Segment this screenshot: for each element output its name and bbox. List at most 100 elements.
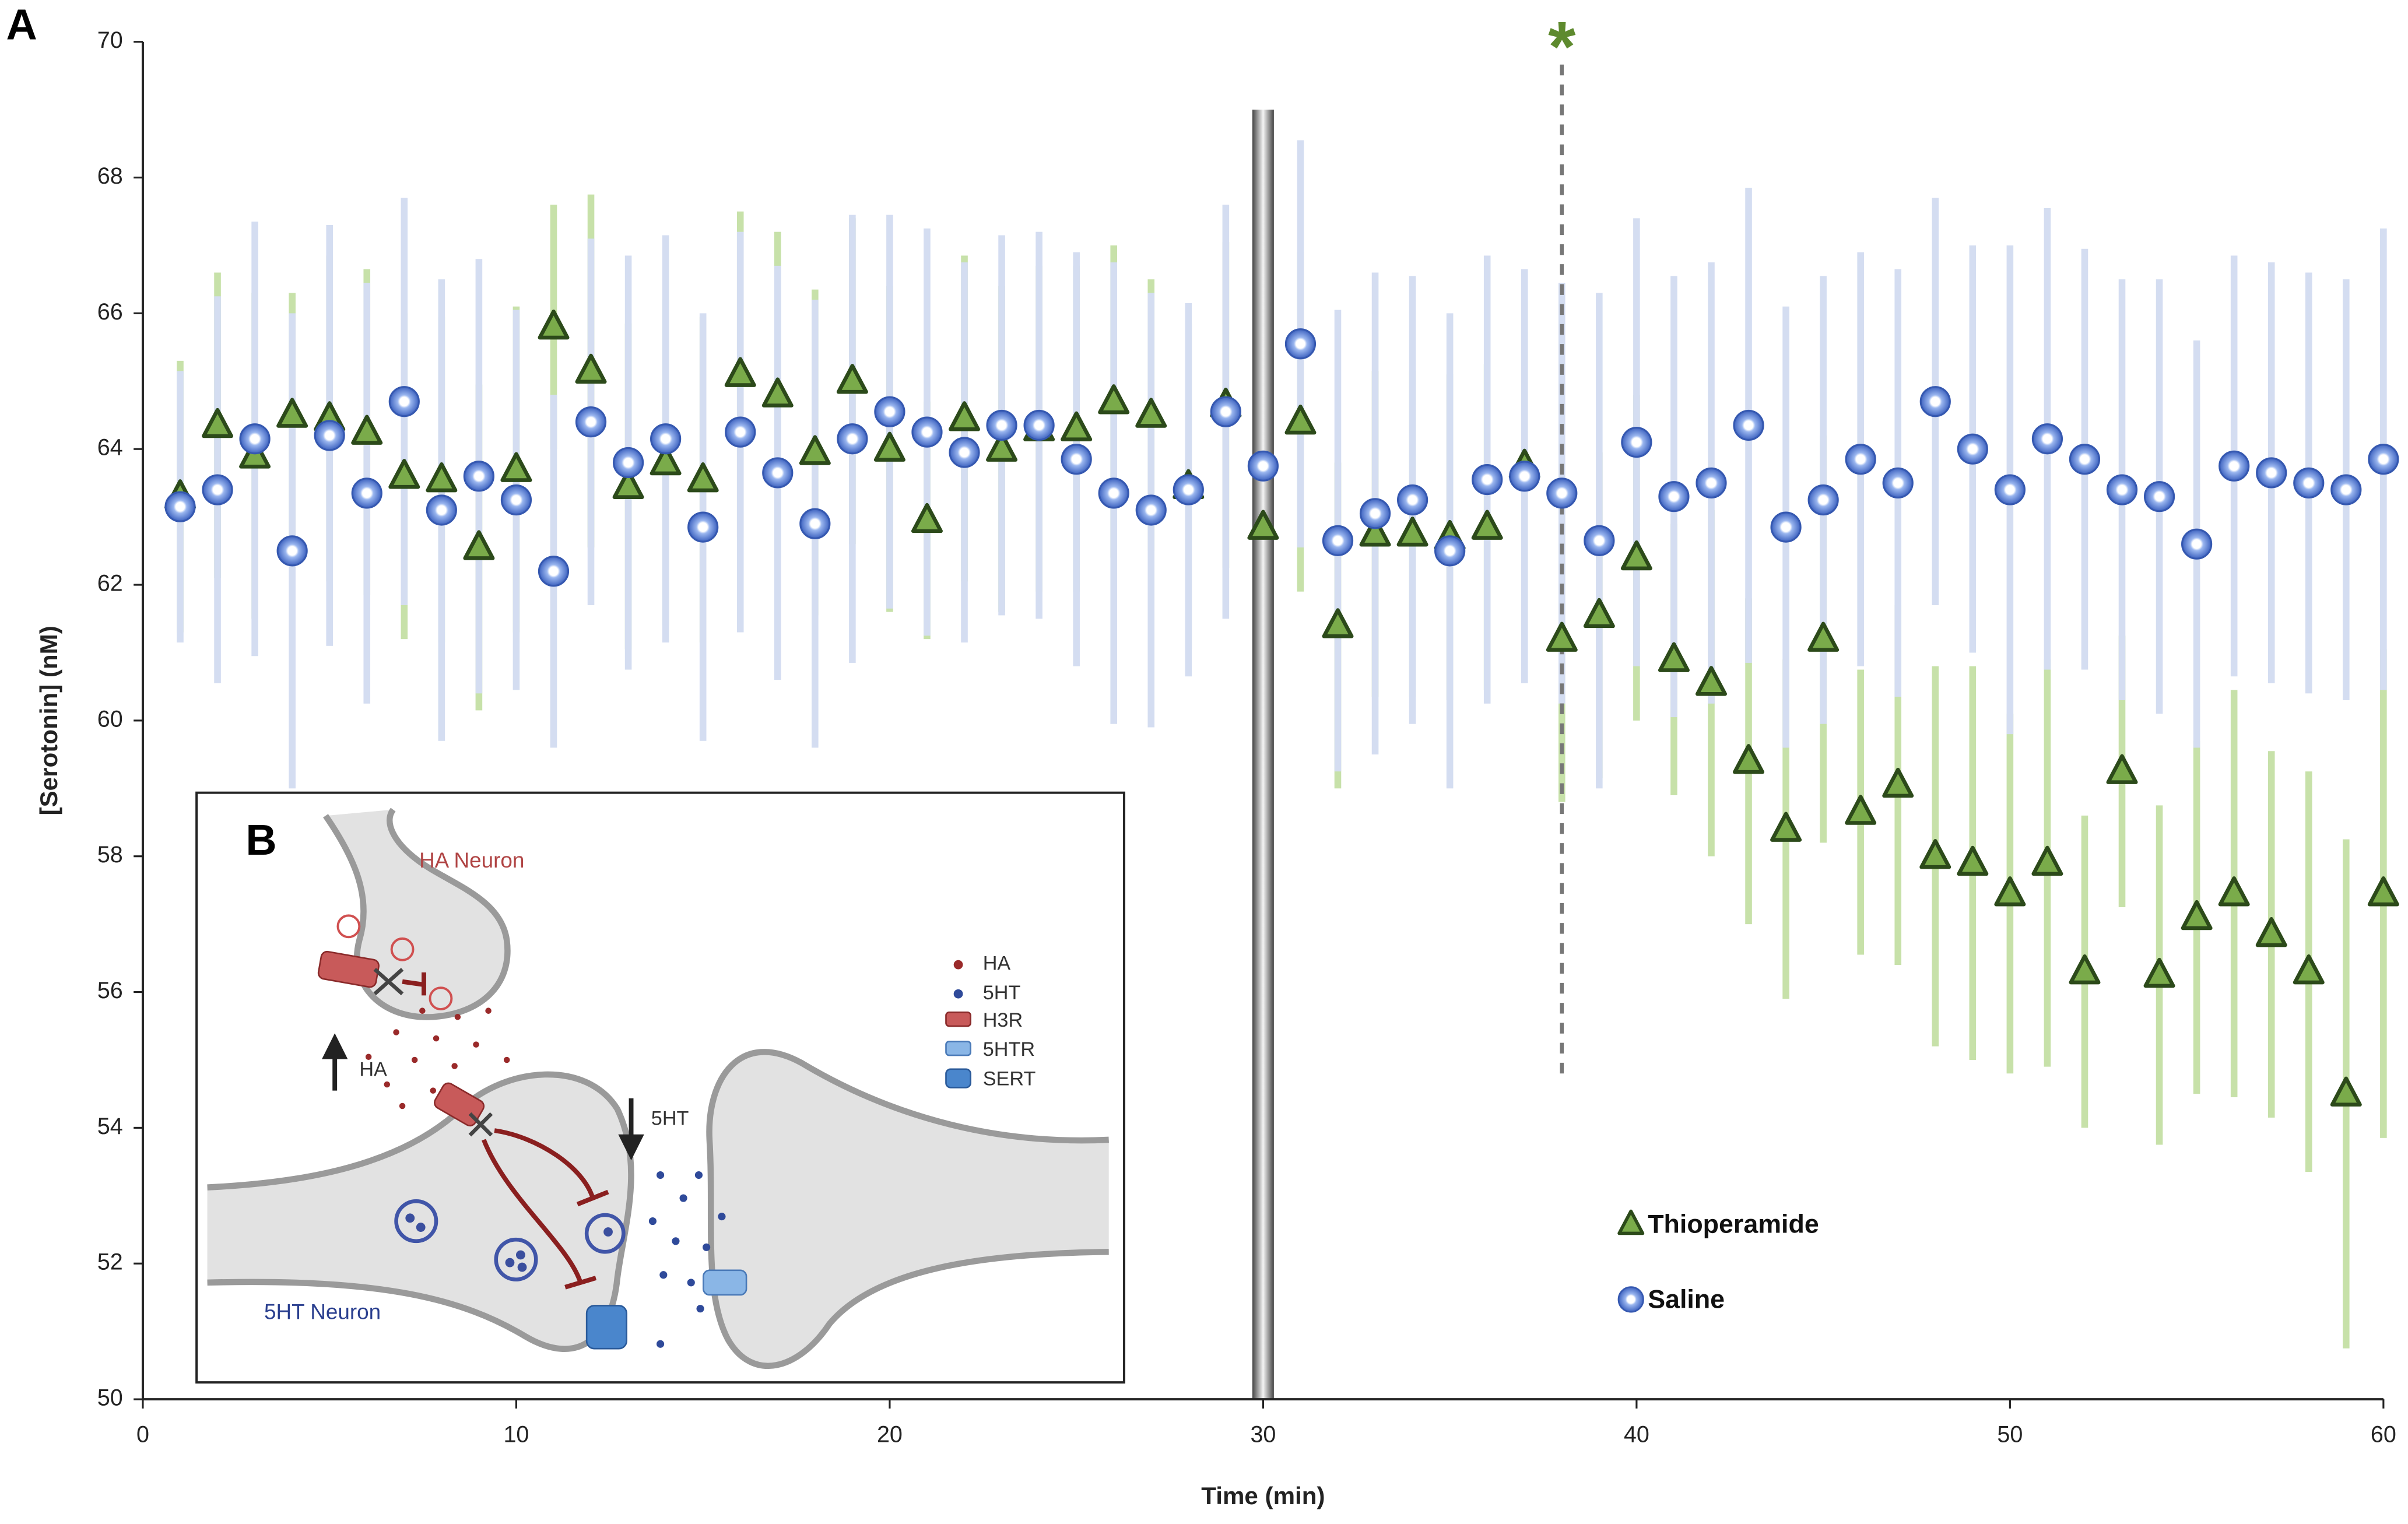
circle-marker [164, 491, 196, 522]
circle-marker [1434, 535, 1466, 567]
triangle-marker [1658, 642, 1690, 672]
circle-marker [1658, 481, 1690, 512]
panel-label: A [6, 0, 37, 48]
circle-marker [314, 420, 345, 451]
x-tick-label: 20 [877, 1422, 903, 1448]
circle-marker [2368, 444, 2399, 475]
inset-legend-marks [953, 960, 963, 999]
y-tick-label: 60 [97, 706, 123, 732]
inset-legend-entry: 5HT [983, 982, 1021, 1004]
x-axis-title: Time (min) [1201, 1482, 1325, 1509]
circle-marker [2181, 528, 2213, 560]
triangle-marker [1546, 621, 1578, 652]
y-tick-label: 70 [97, 27, 123, 53]
serotonin-neuron-label: 5HT Neuron [264, 1300, 381, 1323]
triangle-marker [1098, 384, 1130, 415]
triangle-marker [2330, 1076, 2362, 1107]
circle-marker [1696, 467, 1727, 499]
triangle-marker [1882, 767, 1914, 798]
triangle-marker [873, 431, 905, 462]
triangle-marker [799, 435, 831, 465]
triangle-marker [2293, 954, 2325, 985]
circle-marker [1247, 450, 1279, 482]
circle-marker [1546, 477, 1578, 509]
ha-arrow-label: HA [359, 1058, 387, 1080]
circle-marker [1173, 474, 1204, 505]
circle-marker [426, 494, 457, 526]
triangle-marker [1919, 839, 1951, 869]
legend-label: Saline [1648, 1284, 1725, 1314]
triangle-marker [1807, 621, 1840, 652]
triangle-marker [1359, 517, 1391, 547]
triangle-marker [1994, 876, 2026, 907]
triangle-marker [538, 310, 570, 340]
inset-legend-entry: HA [983, 953, 1011, 975]
blocks [373, 968, 493, 1137]
y-tick-label: 68 [97, 163, 123, 189]
triangle-marker [2367, 876, 2399, 907]
5htr-receptors [703, 1041, 971, 1296]
circle-marker [949, 437, 980, 468]
circle-marker [874, 396, 905, 427]
triangle-marker [836, 364, 868, 394]
vesicles [394, 1199, 626, 1281]
y-tick-label: 56 [97, 978, 123, 1003]
circle-marker [1919, 386, 1951, 417]
triangle-marker [1620, 540, 1652, 571]
circle-marker [2143, 481, 2175, 512]
vesicle-content [405, 1213, 613, 1272]
y-tick-label: 52 [97, 1249, 123, 1275]
circle-marker [1509, 461, 1540, 492]
legend-marker [1617, 1286, 1644, 1313]
circle-marker [762, 457, 794, 489]
treatment-bar [1252, 110, 1274, 1400]
triangle-marker [1957, 845, 1989, 876]
triangle-marker [650, 445, 682, 476]
circle-marker [799, 508, 831, 539]
triangle-marker [463, 530, 495, 560]
y-axis-title: [Serotonin] (nM) [35, 626, 62, 815]
circle-marker [1994, 474, 2026, 505]
triangle-marker [388, 459, 420, 489]
serotonin-neuron-shape [207, 1071, 634, 1352]
circle-marker [612, 447, 644, 479]
circle-marker [1098, 477, 1129, 509]
circle-marker [1359, 498, 1391, 529]
serotonin-arrow-label: 5HT [651, 1108, 689, 1130]
triangle-marker [500, 452, 532, 482]
y-tick-label: 54 [97, 1114, 123, 1139]
triangle-marker [1845, 795, 1877, 825]
circle-marker [1210, 396, 1241, 427]
triangle-marker [1770, 812, 1802, 842]
circle-marker [1733, 409, 1764, 441]
y-tick-label: 66 [97, 299, 123, 325]
triangle-marker [276, 398, 308, 428]
triangle-marker [2255, 916, 2287, 947]
triangle-marker [1583, 598, 1615, 628]
legend-label: Thioperamide [1648, 1209, 1819, 1238]
axes: 0 10 20 30 40 50 60 50 52 54 56 58 60 62 64 66 68 70 Time … [35, 27, 2396, 1509]
circle-marker [2256, 457, 2287, 489]
x-tick-label: 50 [1997, 1422, 2023, 1448]
postsynaptic-shape [706, 1049, 1109, 1370]
circle-marker [1472, 463, 1503, 496]
triangle-marker [761, 377, 794, 408]
circle-marker [1845, 444, 1876, 475]
circle-marker [650, 423, 682, 455]
x-tick-label: 0 [136, 1422, 149, 1448]
ha-neuron-label: HA Neuron [419, 848, 524, 872]
circle-marker [1882, 467, 1914, 499]
triangle-marker [2143, 957, 2175, 988]
triangle-marker [1061, 411, 1093, 442]
triangle-marker [1247, 510, 1279, 540]
triangle-marker [2181, 900, 2213, 930]
circle-marker [2330, 474, 2362, 505]
circle-marker [2219, 450, 2250, 482]
legend: Thioperamide Saline [1617, 1209, 1819, 1314]
circle-marker [1621, 426, 1652, 458]
inset-label: B [245, 816, 276, 864]
triangle-marker [351, 415, 383, 445]
circle-marker [1584, 525, 1615, 556]
markers [164, 310, 2399, 1107]
triangle-marker [724, 357, 756, 387]
